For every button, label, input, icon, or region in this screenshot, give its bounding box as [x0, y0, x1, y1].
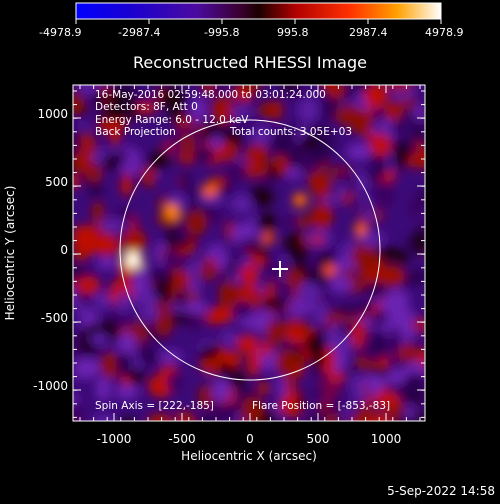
total-counts-text: Total counts: 3.05E+03: [229, 126, 352, 138]
x-tick-label: 1000: [371, 432, 402, 446]
colorbar-tick-label: -2987.4: [118, 26, 160, 39]
colorbar-tick-label: 995.8: [277, 26, 309, 39]
x-tick-label: 500: [307, 432, 330, 446]
x-tick-label: 0: [246, 432, 254, 446]
colorbar-gradient: [75, 2, 442, 20]
x-tick-label: -1000: [97, 432, 132, 446]
colorbar-tick-label: -995.8: [204, 26, 239, 39]
y-tick-label: -1000: [33, 379, 68, 393]
flare-position-text: Flare Position = [-853,-83]: [252, 400, 390, 412]
plot-title: Reconstructed RHESSI Image: [133, 53, 367, 72]
energy-range-text: Energy Range: 6.0 - 12.0 keV: [95, 114, 249, 126]
x-axis-label: Heliocentric X (arcsec): [181, 449, 317, 463]
x-tick-label: -500: [168, 432, 195, 446]
axis-ticks: [73, 85, 425, 421]
colorbar-ticks: [75, 19, 442, 24]
plot-frame: [72, 84, 426, 422]
method-text: Back Projection: [95, 126, 176, 138]
spin-axis-text: Spin Axis = [222,-185]: [95, 400, 214, 412]
y-tick-label: 0: [60, 243, 68, 257]
y-tick-label: -500: [41, 311, 68, 325]
colorbar-tick-label: -4978.9: [39, 26, 81, 39]
solar-image: [73, 85, 425, 421]
solar-limb-circle: [119, 119, 381, 381]
colorbar: -4978.9 -2987.4 -995.8 995.8 2987.4 4978…: [39, 2, 464, 39]
y-tick-label: 500: [45, 175, 68, 189]
spin-axis-marker: [272, 261, 288, 277]
detectors-text: Detectors: 8F, Att 0: [95, 101, 198, 113]
y-axis-label: Heliocentric Y (arcsec): [3, 186, 17, 321]
time-range-text: 16-May-2016 02:59:48.000 to 03:01:24.000: [95, 89, 326, 101]
colorbar-tick-label: 2987.4: [349, 26, 388, 39]
colorbar-tick-label: 4978.9: [425, 26, 464, 39]
y-tick-label: 1000: [37, 107, 68, 121]
generation-date: 5-Sep-2022 14:58: [387, 484, 495, 498]
